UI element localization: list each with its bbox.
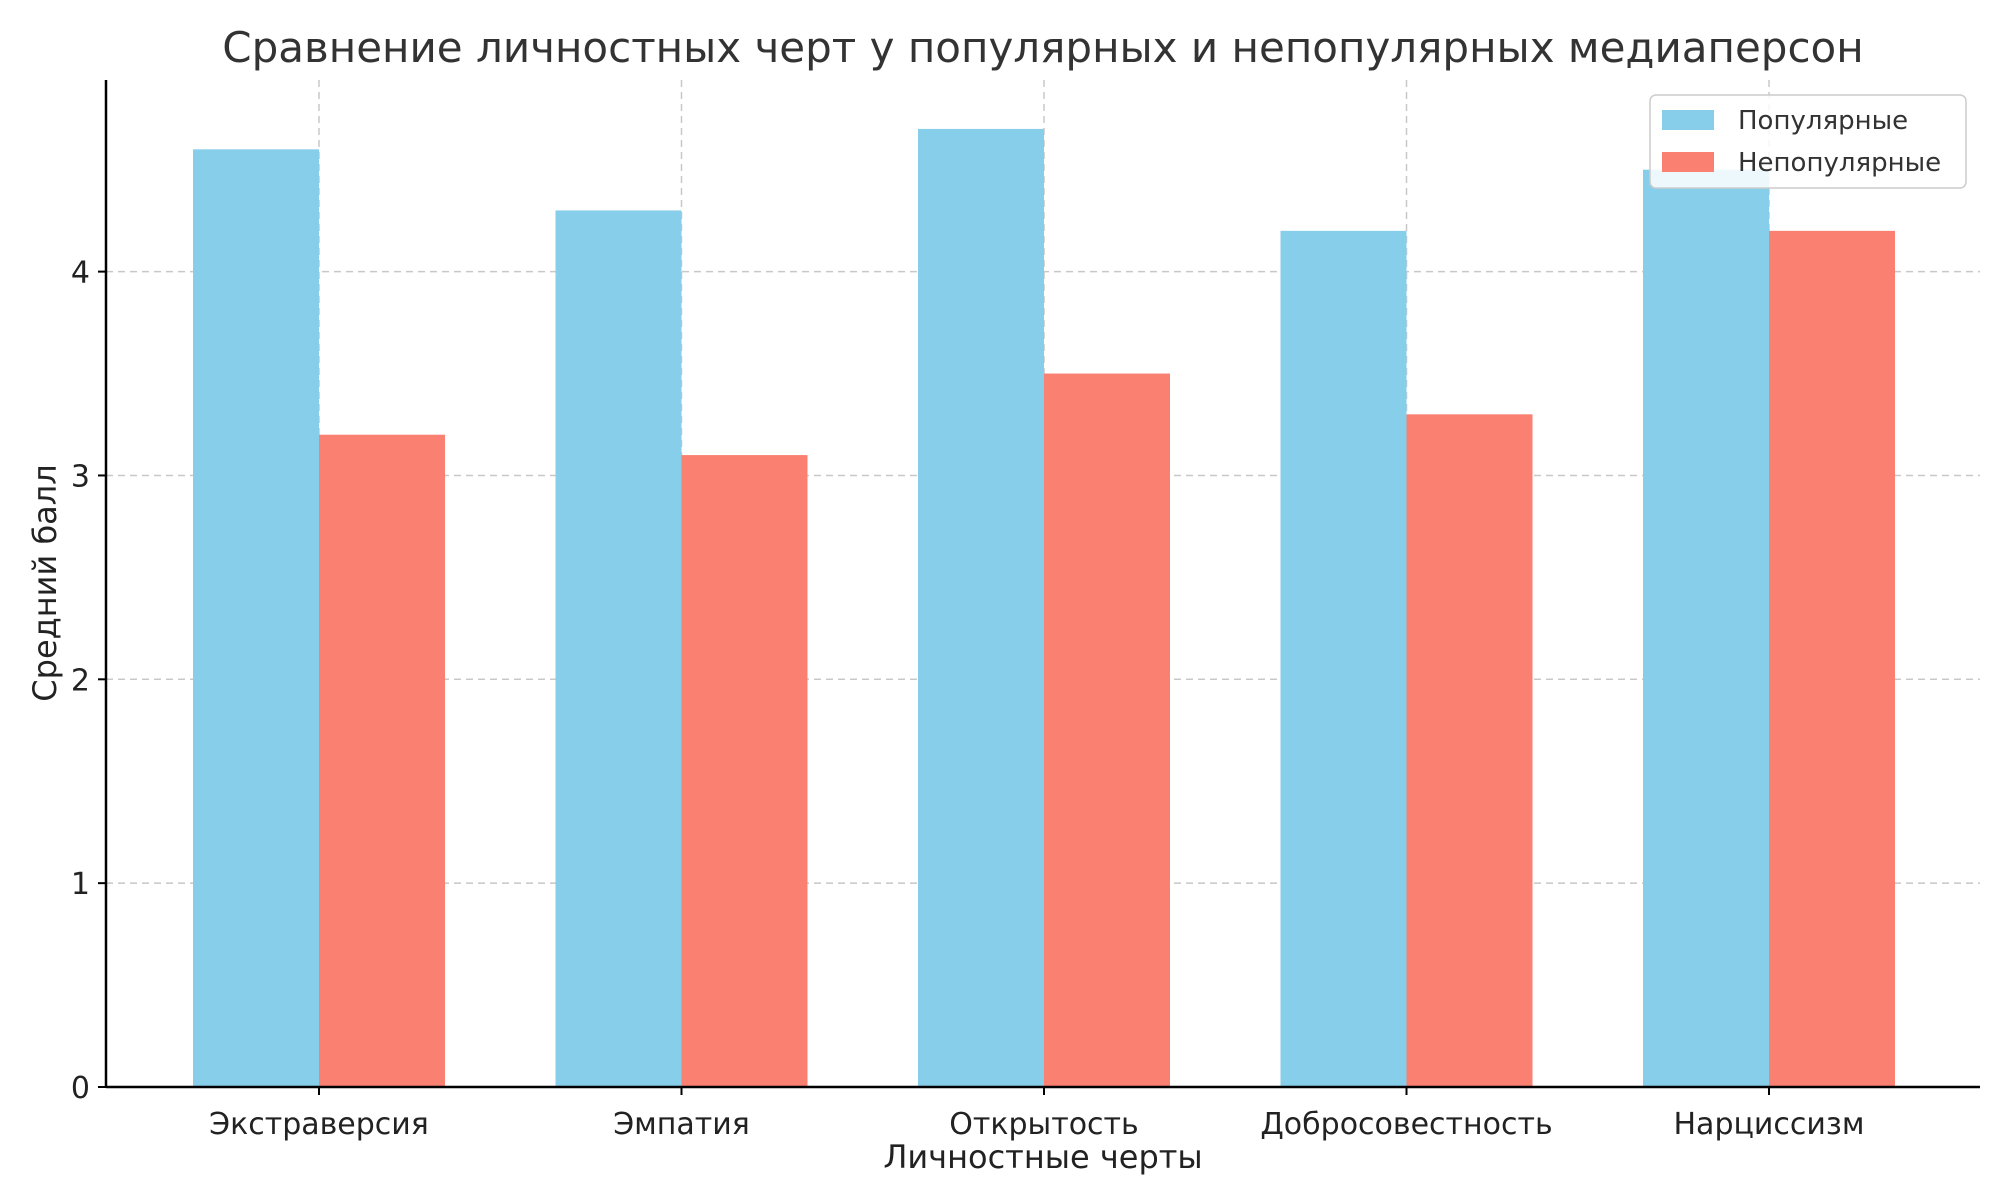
legend-label-popular: Популярные [1738, 106, 1908, 136]
x-tick-label: Нарциссизм [1674, 1107, 1865, 1142]
bar-popular [193, 149, 319, 1088]
bars-layer [193, 128, 1895, 1088]
x-tick-label: Открытость [949, 1107, 1138, 1142]
y-tick-label: 4 [71, 256, 90, 291]
bar-unpopular [1769, 230, 1895, 1087]
chart-title: Сравнение личностных черт у популярных и… [222, 23, 1863, 72]
x-tick-label: Эмпатия [613, 1107, 750, 1142]
bar-unpopular [1044, 373, 1170, 1087]
x-axis-label: Личностные черты [883, 1138, 1202, 1176]
y-tick-label: 0 [71, 1071, 90, 1106]
legend-swatch-unpopular [1662, 152, 1714, 172]
bar-unpopular [319, 434, 445, 1087]
y-tick-label: 3 [71, 459, 90, 494]
y-tick-label: 1 [71, 867, 90, 902]
x-tick-label: Экстраверсия [209, 1107, 429, 1142]
bar-popular [555, 210, 682, 1087]
legend-label-unpopular: Непопулярные [1738, 148, 1941, 178]
ticks-layer: 0 1 2 3 4 Экстраверсия Эмпатия Открытость Доброс… [71, 256, 1865, 1142]
bar-popular [1280, 230, 1407, 1087]
y-axis-label: Средний балл [26, 464, 64, 701]
legend-frame [1649, 94, 1967, 189]
bar-popular [1643, 169, 1769, 1087]
x-tick-label: Добросовестность [1260, 1107, 1552, 1142]
bar-popular [918, 128, 1044, 1087]
legend-swatch-popular [1662, 110, 1714, 130]
y-tick-label: 2 [71, 663, 90, 698]
bar-unpopular [681, 455, 808, 1088]
bar-unpopular [1406, 414, 1533, 1087]
legend: Популярные Непопулярные [1649, 94, 1967, 189]
